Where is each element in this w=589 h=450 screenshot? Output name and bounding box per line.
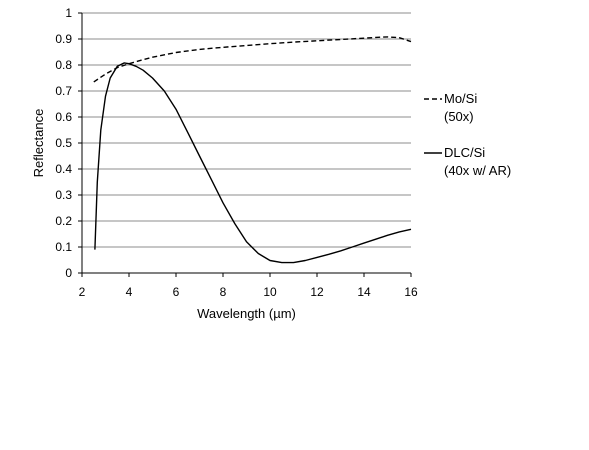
x-tick-label: 12 xyxy=(310,285,324,299)
y-tick-label: 0.3 xyxy=(55,188,72,202)
y-axis-title: Reflectance xyxy=(31,109,46,178)
y-tick-label: 0.5 xyxy=(55,136,72,150)
y-tick-label: 0.4 xyxy=(55,162,72,176)
y-tick-label: 0.7 xyxy=(55,84,72,98)
x-tick-label: 2 xyxy=(79,285,86,299)
y-tick-label: 1 xyxy=(65,6,72,20)
legend-label-sub: (40x w/ AR) xyxy=(444,163,511,178)
y-tick-label: 0.8 xyxy=(55,58,72,72)
y-tick-label: 0.6 xyxy=(55,110,72,124)
x-tick-label: 8 xyxy=(220,285,227,299)
legend-label-sub: (50x) xyxy=(444,109,474,124)
series-line-mo-si xyxy=(93,36,412,83)
legend-label: Mo/Si xyxy=(444,91,477,106)
y-tick-label: 0.2 xyxy=(55,214,72,228)
legend-label: DLC/Si xyxy=(444,145,485,160)
y-tick-label: 0 xyxy=(65,266,72,280)
x-axis-title: Wavelength (µm) xyxy=(197,306,296,321)
y-tick-label: 0.9 xyxy=(55,32,72,46)
x-tick-label: 16 xyxy=(404,285,418,299)
series-line-dlc-si xyxy=(94,62,412,264)
x-tick-label: 14 xyxy=(357,285,371,299)
y-tick-label: 0.1 xyxy=(55,240,72,254)
x-tick-label: 4 xyxy=(126,285,133,299)
x-tick-label: 6 xyxy=(173,285,180,299)
x-tick-label: 10 xyxy=(263,285,277,299)
